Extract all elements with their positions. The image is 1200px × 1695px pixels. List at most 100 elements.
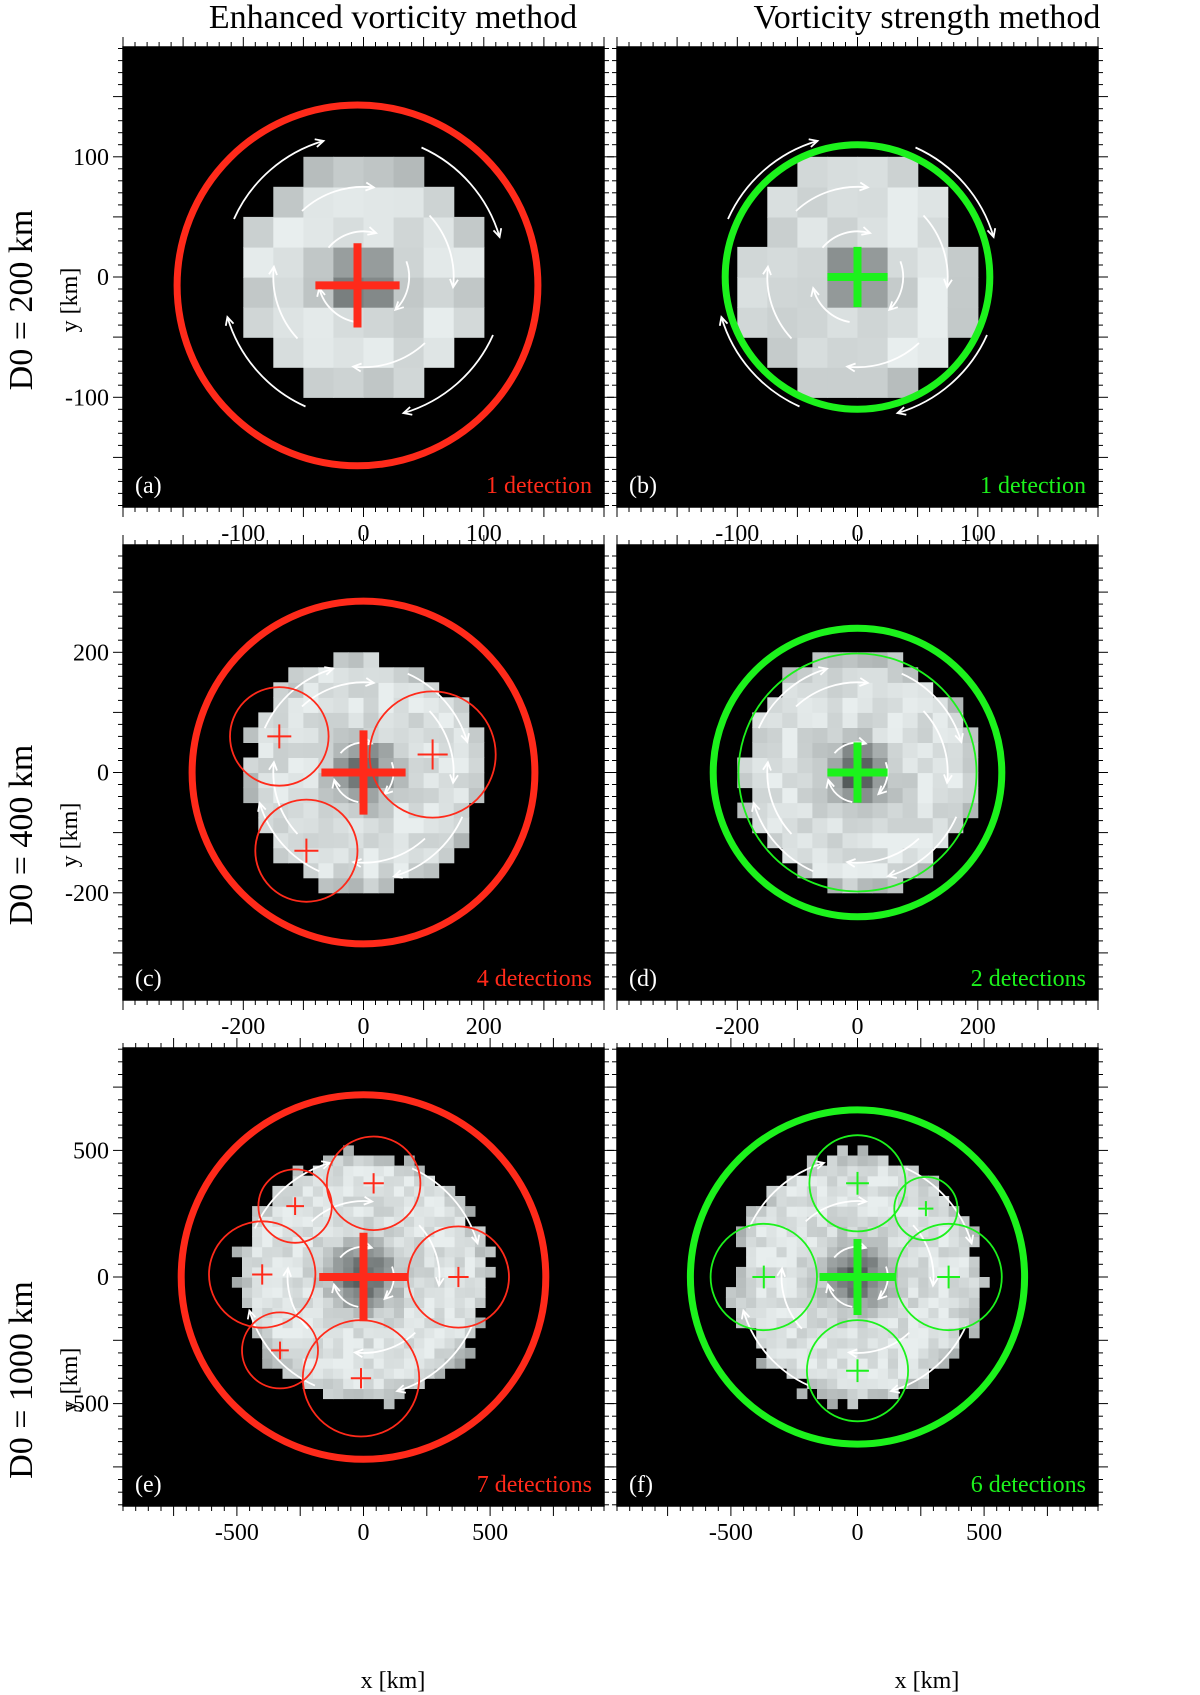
y-tick-label: 500 — [73, 1138, 109, 1164]
vortex-pixel — [273, 772, 289, 789]
vortex-pixel — [782, 787, 798, 804]
vortex-pixel — [383, 1266, 395, 1278]
vortex-pixel — [837, 1358, 848, 1369]
vortex-pixel — [404, 1165, 415, 1177]
vortex-pixel — [725, 1297, 737, 1308]
vortex-pixel — [363, 1185, 375, 1197]
vortex-pixel — [444, 1277, 456, 1288]
vortex-pixel — [827, 862, 843, 879]
vortex-pixel — [363, 1307, 375, 1319]
vortex-pixel — [842, 877, 859, 894]
vortex-pixel — [302, 1317, 314, 1329]
vortex-pixel — [918, 1297, 929, 1308]
detection-main-circle — [188, 597, 539, 948]
vortex-pixel — [877, 1277, 889, 1288]
velocity-arrow — [922, 710, 949, 783]
vortex-pixel — [258, 742, 274, 758]
vortex-pixel — [252, 1287, 263, 1298]
vortex-pixel — [917, 697, 934, 713]
vortex-pixel — [968, 1256, 980, 1268]
vortex-pixel — [453, 246, 485, 278]
vortex-pixel — [454, 1226, 466, 1238]
vortex-pixel — [908, 1196, 919, 1207]
vortex-pixel — [273, 246, 304, 278]
velocity-arrowhead — [818, 666, 829, 676]
vortex-pixel — [424, 1266, 435, 1278]
vortex-pixel — [333, 1327, 344, 1339]
vortex-pixel — [408, 667, 425, 683]
vortex-pixel — [252, 1246, 263, 1258]
vortex-pixel — [958, 1317, 970, 1329]
vortex-pixel — [917, 337, 949, 368]
vortex-pixel — [292, 1206, 304, 1217]
vortex-pixel — [414, 1358, 425, 1369]
velocity-arrow — [428, 710, 455, 783]
vortex-pixel — [453, 817, 470, 834]
vortex-pixel — [898, 1317, 909, 1329]
vortex-pixel — [887, 1206, 899, 1217]
velocity-arrow — [339, 1245, 373, 1259]
vortex-pixel — [292, 1175, 304, 1187]
vortex-pixel — [786, 1185, 798, 1197]
vortex-pixel — [393, 1378, 405, 1389]
velocity-arrow — [286, 1268, 309, 1330]
vortex-pixel — [767, 697, 783, 713]
velocity-arrow — [833, 741, 867, 754]
vortex-pixel — [857, 1206, 869, 1217]
vortex-pixel — [454, 1358, 466, 1369]
vortex-pixel — [857, 802, 874, 819]
velocity-arrows — [751, 666, 964, 879]
vortex-pixel — [918, 1358, 929, 1369]
vortex-pixel — [958, 1307, 970, 1319]
vortex-pixel — [877, 1256, 889, 1268]
vortex-pixel — [902, 787, 919, 804]
vortex-pixel — [917, 712, 934, 728]
vortex-pixel — [363, 862, 380, 879]
vortex-pixel — [231, 1246, 243, 1258]
vortex-pixel — [288, 697, 304, 713]
vortex-pixel — [393, 1175, 405, 1187]
detection-circle — [709, 1222, 818, 1332]
vortex-pixel — [827, 802, 843, 819]
vortex-pixel — [827, 1165, 838, 1177]
vortex-pixel — [932, 817, 949, 834]
row-label-d0-400: D0 = 400 km — [3, 745, 40, 926]
vortex-pixel — [766, 1297, 778, 1308]
vortex-pixel — [393, 727, 410, 743]
vortex-pixel — [262, 1337, 273, 1349]
vortex-pixel — [806, 1206, 818, 1217]
vortex-pixel — [867, 1185, 879, 1197]
vortex-pixel — [962, 772, 979, 789]
velocity-arrowhead — [886, 869, 897, 879]
vortex-pixel — [827, 1216, 838, 1227]
velocity-arrow — [766, 266, 793, 340]
velocity-arrowhead — [762, 264, 772, 276]
vortex-pixel — [454, 1297, 466, 1308]
x-tick-label: 500 — [966, 1520, 1002, 1546]
vortex-pixel — [797, 186, 829, 218]
vortex-pixel — [438, 712, 455, 728]
vortex-pixel — [424, 1317, 435, 1329]
vortex-pixel — [827, 787, 843, 804]
velocity-arrow — [339, 741, 373, 754]
vortex-pixel — [837, 1347, 848, 1359]
vortex-pixel — [837, 1185, 848, 1197]
vortex-pixel — [908, 1287, 919, 1298]
vortex-pixel — [363, 1287, 375, 1298]
vortex-pixel — [857, 1175, 869, 1187]
vortex-pixel — [343, 1378, 354, 1389]
vortex-pixel — [877, 1378, 889, 1389]
vortex-pixel — [343, 1185, 354, 1197]
vortex-pixel — [333, 1287, 344, 1298]
vortex-pixel — [282, 1317, 294, 1329]
vortex-pixel — [786, 1256, 798, 1268]
vortex-pixel — [243, 787, 259, 804]
vortex-pixel — [303, 367, 335, 398]
vortex-pixel — [353, 1246, 365, 1258]
vortex-pixel — [842, 802, 859, 819]
vortex-pixel — [318, 802, 334, 819]
vortex-pixel — [958, 1216, 970, 1227]
vortex-pixel — [464, 1327, 476, 1339]
vortex-pixel — [272, 1256, 284, 1268]
vortex-pixel — [938, 1287, 950, 1298]
